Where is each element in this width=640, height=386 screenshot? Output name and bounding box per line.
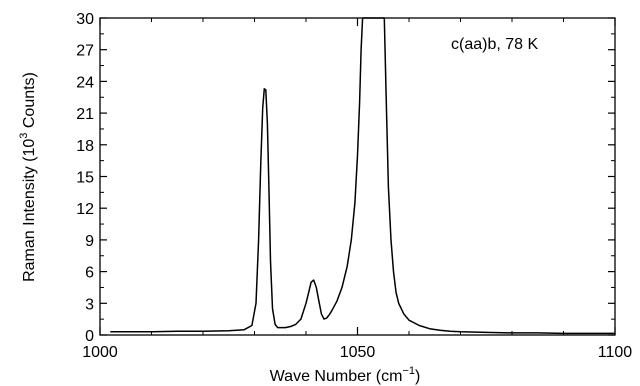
y-tick-label: 12: [76, 201, 94, 218]
y-tick-label: 15: [76, 170, 94, 187]
y-tick-label: 21: [76, 106, 94, 123]
y-tick-label: 18: [76, 138, 94, 155]
x-tick-label: 1050: [340, 344, 376, 361]
y-tick-label: 9: [85, 233, 94, 250]
plot-frame: [100, 18, 615, 335]
y-tick-label: 6: [85, 265, 94, 282]
x-tick-label: 1000: [82, 344, 118, 361]
chart-annotation: c(aa)b, 78 K: [451, 36, 538, 53]
y-tick-label: 27: [76, 43, 94, 60]
y-tick-label: 24: [76, 74, 94, 91]
x-axis-title: Wave Number (cm−1): [270, 365, 421, 385]
x-tick-label: 1100: [598, 344, 633, 361]
y-tick-label: 0: [85, 328, 94, 345]
y-tick-label: 3: [85, 296, 94, 313]
spectrum-line: [110, 18, 615, 333]
y-tick-label: 30: [76, 11, 94, 28]
y-axis-title: Raman Intensity (103 Counts): [18, 72, 38, 282]
